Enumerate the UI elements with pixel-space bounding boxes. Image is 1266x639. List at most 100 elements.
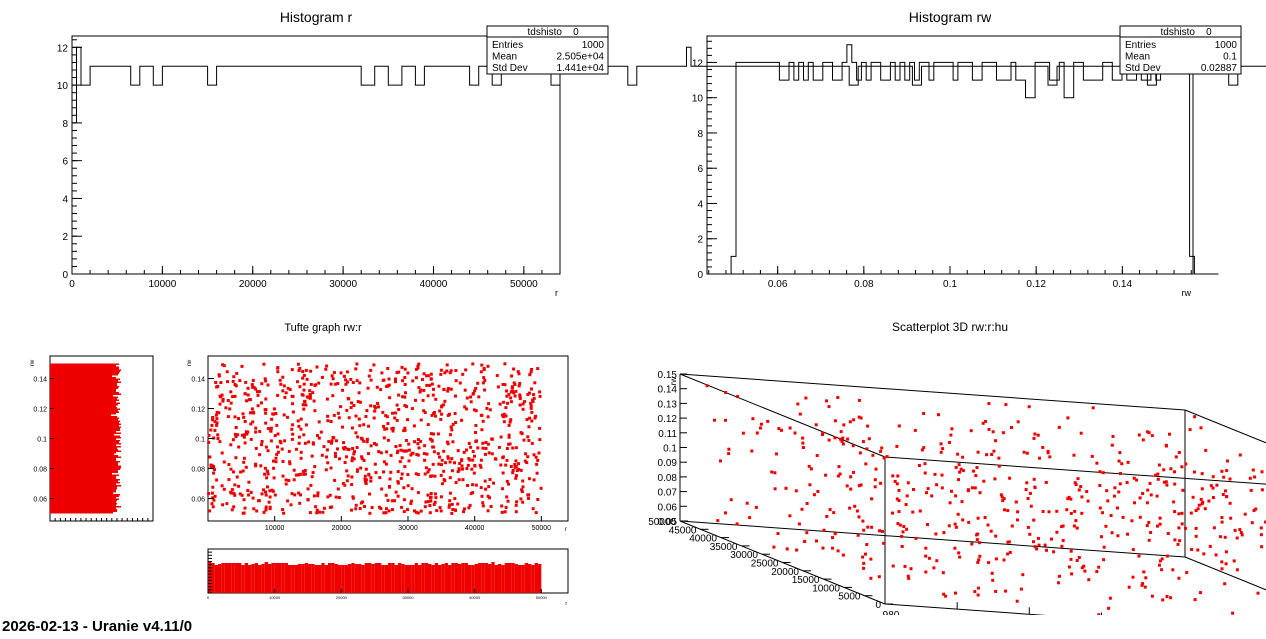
scatter-point xyxy=(858,451,862,455)
y-tick-label: 8 xyxy=(62,119,68,130)
scatter-point xyxy=(536,367,540,371)
scatter-point xyxy=(387,377,391,381)
scatter-point xyxy=(508,420,512,424)
scatter-point xyxy=(243,433,247,437)
scatter-point xyxy=(514,510,518,514)
scatter-point xyxy=(506,401,509,405)
scatter-point xyxy=(454,369,458,372)
bottom-x-tick-label: 40000 xyxy=(469,595,481,600)
scatter-point xyxy=(474,386,478,390)
scatter-point xyxy=(900,534,904,538)
scatter-point xyxy=(527,496,530,500)
scatter-point xyxy=(1045,548,1048,552)
scatter-point xyxy=(209,465,213,469)
scatter-point xyxy=(396,494,400,498)
scatter-point xyxy=(525,418,529,421)
scatter-point xyxy=(969,429,973,433)
scatter-point xyxy=(801,446,805,449)
scatter-point xyxy=(530,419,534,423)
scatter-point xyxy=(372,363,376,367)
scatter-point xyxy=(276,445,279,449)
scatter-point xyxy=(1211,486,1215,490)
scatter-point xyxy=(1083,569,1087,573)
scatter-point xyxy=(815,539,818,543)
scatter-point xyxy=(232,491,236,495)
scatter-point xyxy=(296,380,299,384)
scatter-point xyxy=(417,386,421,390)
scatter-point xyxy=(281,389,285,393)
side-histogram-bar xyxy=(50,459,116,461)
scatter-point xyxy=(220,393,224,397)
scatter-point xyxy=(509,400,513,404)
scatter-point xyxy=(369,378,373,382)
side-y-tick-label: 0.14 xyxy=(33,377,47,384)
bottom-histogram-bar xyxy=(431,565,435,593)
side-histogram-bar xyxy=(50,414,111,416)
scatter-point xyxy=(922,446,926,450)
scatter-point xyxy=(484,447,488,450)
scatter-point xyxy=(780,428,783,432)
scatter-point xyxy=(446,389,450,393)
scatter-point xyxy=(895,497,899,501)
scatter-point xyxy=(498,402,502,406)
scatter-point xyxy=(836,549,840,553)
scatter-point xyxy=(221,397,225,401)
scatter-point xyxy=(1074,519,1078,523)
scatter-point xyxy=(291,394,295,398)
scatter-point xyxy=(1165,483,1169,487)
scatter-point xyxy=(230,508,234,512)
scatter-point xyxy=(975,538,979,542)
scatter-point xyxy=(937,413,940,417)
stats-label: Mean xyxy=(492,52,517,63)
scatter-point xyxy=(978,491,982,495)
scatter-point xyxy=(280,447,284,451)
scatter-point xyxy=(284,391,288,395)
scatter-point xyxy=(474,424,478,427)
bottom-histogram-bar xyxy=(284,563,288,593)
scatter-point xyxy=(521,500,525,504)
scatter-point xyxy=(404,439,408,442)
scatter-point xyxy=(1144,576,1148,580)
side-histogram-bar xyxy=(50,500,117,502)
scatter-point xyxy=(1026,497,1030,500)
side-histogram-bar xyxy=(50,381,121,383)
scatter-point xyxy=(463,388,467,392)
side-histogram-bar xyxy=(50,402,120,404)
scatter-point xyxy=(1233,528,1237,532)
scatter-point xyxy=(948,501,952,505)
scatter-point xyxy=(891,474,895,478)
scatter-point xyxy=(970,542,974,546)
bottom-histogram-bar xyxy=(214,565,218,593)
scatter-point xyxy=(934,532,938,536)
r-tick-label: 0 xyxy=(875,600,881,611)
scatter-point xyxy=(242,435,246,439)
bottom-histogram-bar xyxy=(304,563,308,593)
scatter-point xyxy=(1211,475,1215,479)
scatter-point xyxy=(394,490,398,494)
scatter-point xyxy=(403,383,407,386)
scatter-point xyxy=(1069,497,1073,501)
scatter-point xyxy=(254,446,258,450)
scatter-point xyxy=(456,470,460,474)
side-histogram-bar xyxy=(50,510,117,512)
scatter-point xyxy=(1224,489,1227,493)
scatter-point xyxy=(526,493,530,497)
bottom-histogram-bar xyxy=(334,564,338,593)
scatter-point xyxy=(1219,535,1222,539)
scatter-point xyxy=(956,452,960,456)
scatter-point xyxy=(406,418,409,422)
scatter-point xyxy=(354,431,358,435)
scatter-point xyxy=(510,386,514,389)
scatter-point xyxy=(276,370,280,374)
bottom-histogram-bar xyxy=(328,563,332,593)
scatter-point xyxy=(1098,470,1102,474)
scatter-point xyxy=(394,377,397,381)
scatter-point xyxy=(471,491,475,495)
bottom-histogram-bar xyxy=(274,563,278,593)
scatter-point xyxy=(870,525,874,529)
scatter-point xyxy=(1007,540,1011,544)
scatter-point xyxy=(471,458,475,462)
scatter-point xyxy=(367,472,371,476)
scatter-point xyxy=(925,491,928,495)
scatter-point xyxy=(288,462,292,466)
